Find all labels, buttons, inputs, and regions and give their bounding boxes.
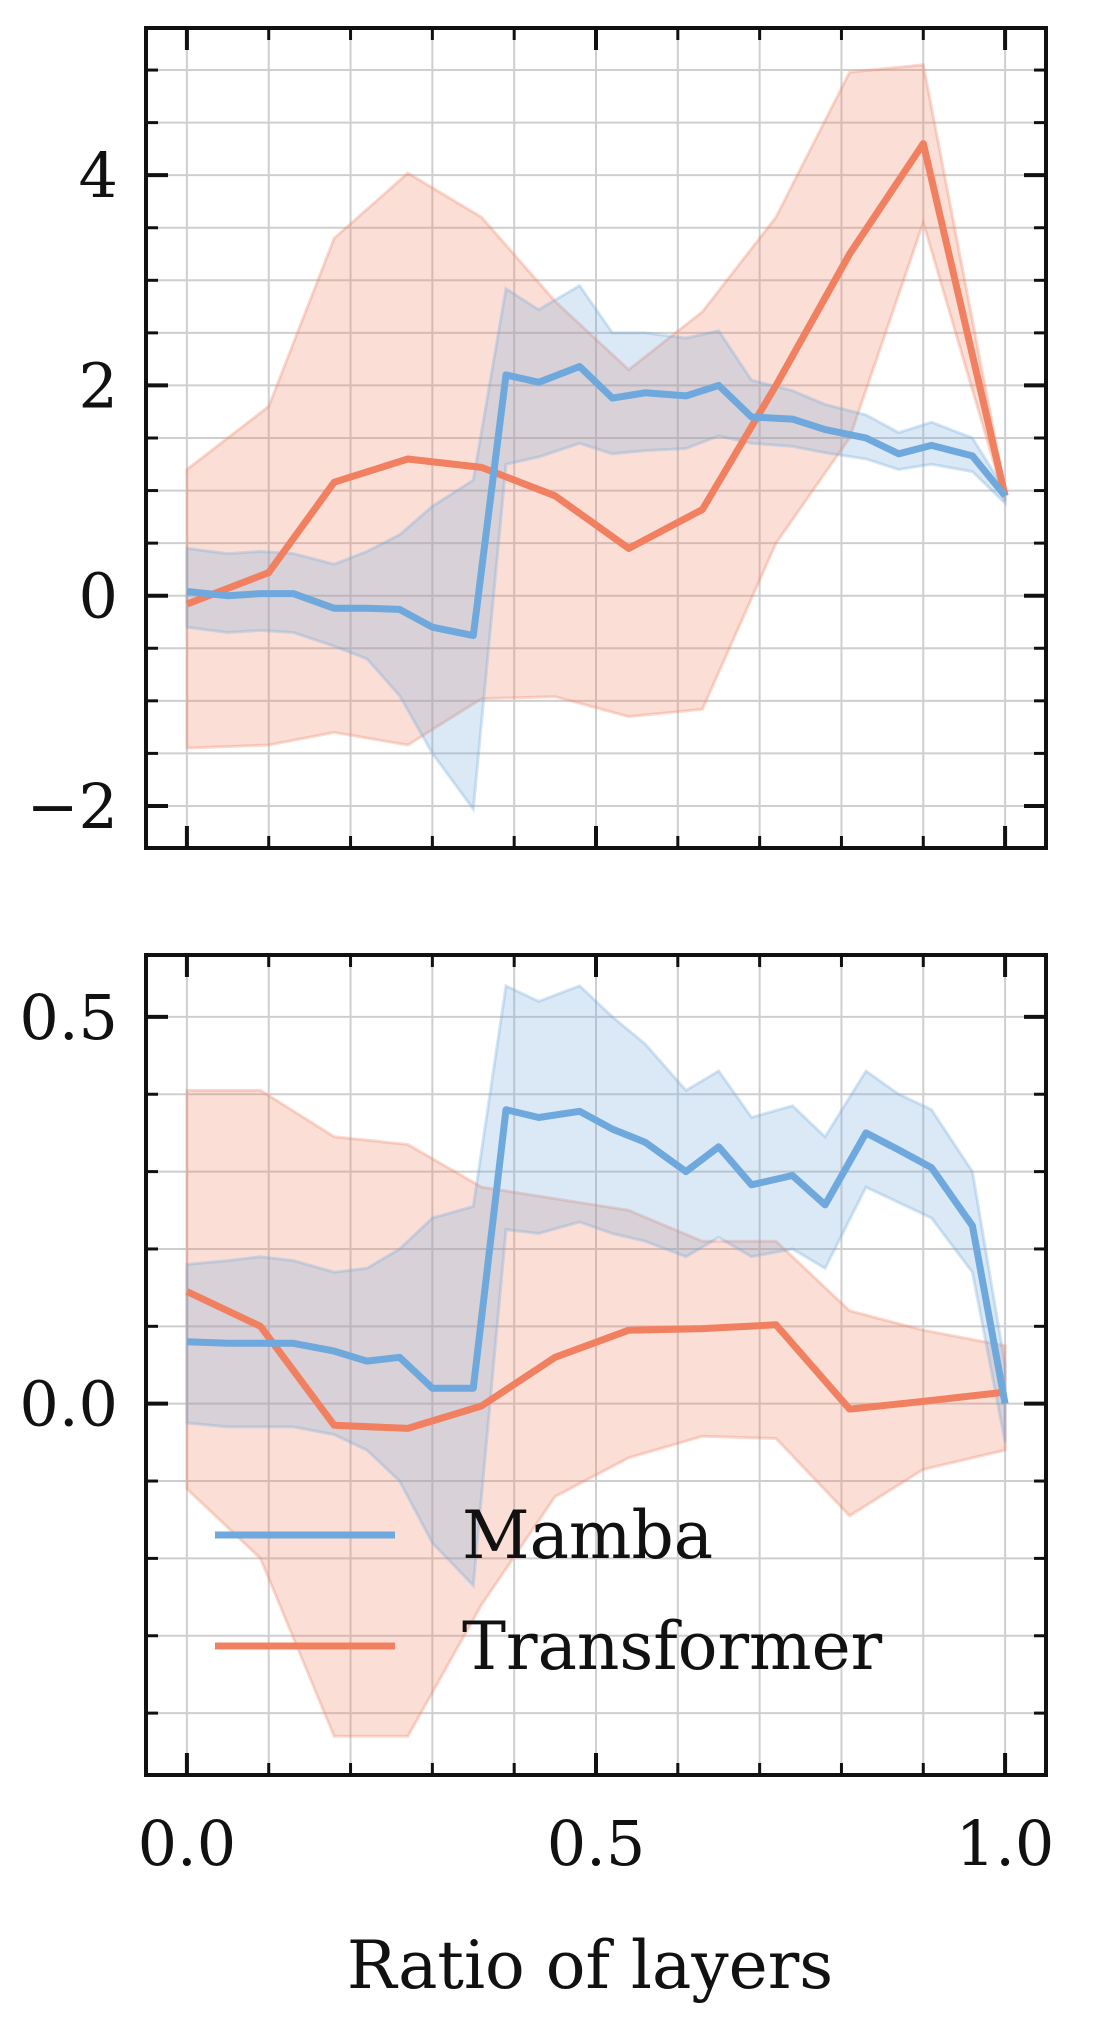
line-transformer	[185, 140, 1009, 608]
x-tick-label: 0.5	[547, 1807, 646, 1880]
y-tick-label: −2	[27, 770, 118, 843]
y-tick-label: 2	[79, 349, 118, 422]
legend-label-transformer: Transformer	[462, 1608, 883, 1685]
y-tick-label: 0	[79, 560, 118, 633]
top-panel: −2 0 2 4	[27, 26, 1048, 850]
x-tick-label: 0.0	[138, 1807, 237, 1880]
band-mamba	[185, 283, 1007, 814]
x-axis-title: Ratio of layers	[347, 1927, 833, 2004]
y-tick-label: 0.5	[19, 981, 118, 1054]
band-mamba	[185, 983, 1007, 1589]
legend-label-mamba: Mamba	[462, 1497, 713, 1574]
band-transformer	[185, 63, 1007, 750]
x-tick-label: 1.0	[956, 1807, 1055, 1880]
y-tick-label: 4	[79, 139, 118, 212]
line-transformer	[185, 1288, 1006, 1432]
line-mamba	[186, 363, 1008, 640]
band-transformer	[185, 1088, 1007, 1738]
line-mamba	[186, 1106, 1009, 1405]
y-tick-label: 0.0	[19, 1368, 118, 1441]
legend: Mamba Transformer	[215, 1497, 883, 1685]
bottom-panel: 0.0 0.5 1.0 0.0 0.5	[19, 953, 1055, 1880]
